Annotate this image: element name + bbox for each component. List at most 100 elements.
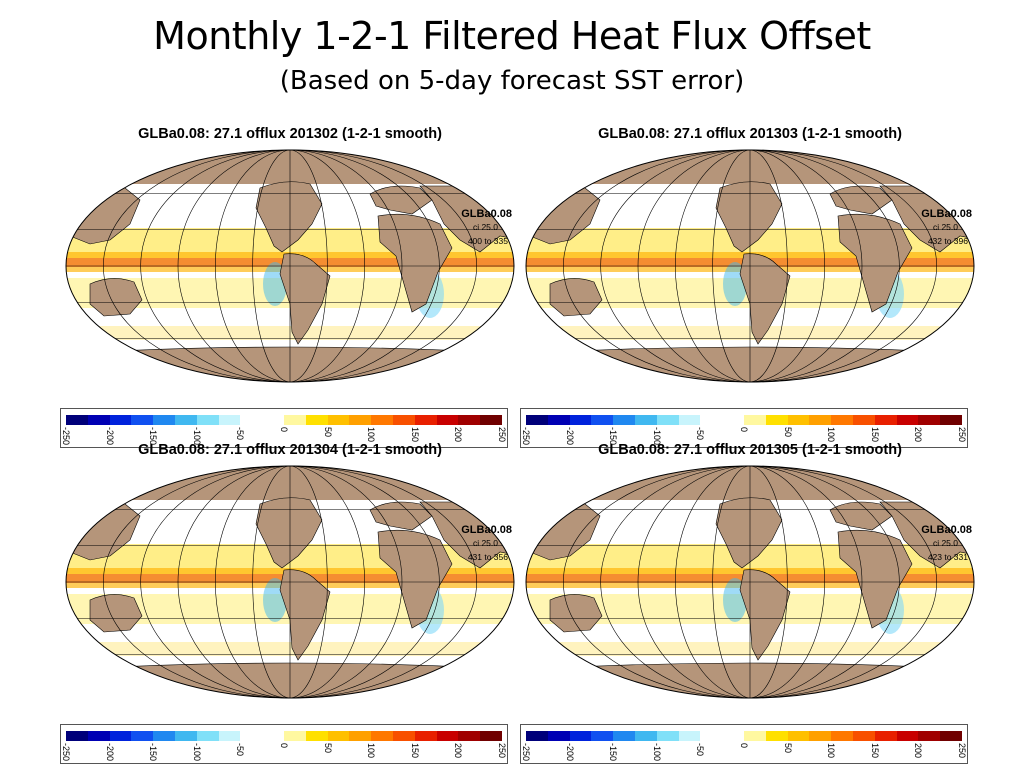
colorbar-swatch bbox=[765, 731, 788, 741]
colorbar-tick-label: 150 bbox=[409, 427, 420, 443]
colorbar-tick-label: 200 bbox=[913, 743, 924, 759]
colorbar-swatch bbox=[392, 731, 415, 741]
contour-interval-label: ci 25.0 bbox=[472, 222, 498, 232]
colorbar-swatch bbox=[569, 731, 592, 741]
colorbar-swatch bbox=[262, 731, 284, 741]
colorbar-swatch bbox=[196, 415, 219, 425]
colorbar-swatch bbox=[591, 731, 614, 741]
colorbar-swatch bbox=[458, 415, 481, 425]
colorbar-swatch bbox=[109, 415, 132, 425]
colorbar-swatch bbox=[743, 415, 766, 425]
contour-interval-label: ci 25.0 bbox=[472, 538, 498, 548]
panel-title: GLBa0.08: 27.1 offlux 201305 (1-2-1 smoo… bbox=[598, 442, 902, 458]
colorbar-swatch bbox=[283, 731, 306, 741]
africa bbox=[377, 529, 453, 629]
page-subtitle: (Based on 5-day forecast SST error) bbox=[279, 66, 745, 96]
north-america bbox=[255, 181, 323, 253]
colorbar-tick-label: 0 bbox=[739, 743, 749, 749]
colorbar-tick-label: 100 bbox=[366, 743, 377, 759]
colorbar-tick-label: 250 bbox=[957, 743, 967, 759]
world-map-svg bbox=[65, 465, 515, 699]
colorbar-swatch bbox=[743, 731, 766, 741]
colorbar-tick-label: 150 bbox=[869, 743, 880, 759]
colorbar-swatch bbox=[174, 731, 197, 741]
south-america bbox=[739, 253, 791, 345]
colorbar-swatch bbox=[305, 415, 328, 425]
colorbar-swatch bbox=[787, 415, 810, 425]
colorbar-tick-label: 0 bbox=[279, 427, 289, 433]
colorbar-swatch bbox=[787, 731, 810, 741]
colorbar-swatch bbox=[218, 731, 241, 741]
colorbar-tick-label: -100 bbox=[651, 743, 662, 762]
map-panel-201303: GLBa0.08: 27.1 offlux 201303 (1-2-1 smoo… bbox=[520, 126, 980, 448]
colorbar-swatch bbox=[765, 415, 788, 425]
colorbar: -250 -200 -150 -100 -50 0 50 100 150 200 250 bbox=[60, 724, 508, 764]
colorbar-tick-label: 100 bbox=[826, 427, 837, 443]
south-america bbox=[279, 569, 331, 661]
map-panel-201305: GLBa0.08: 27.1 offlux 201305 (1-2-1 smoo… bbox=[520, 442, 980, 764]
australia bbox=[549, 594, 603, 633]
colorbar-swatch bbox=[327, 415, 350, 425]
colorbar-swatch bbox=[634, 731, 657, 741]
page-title: Monthly 1-2-1 Filtered Heat Flux Offset bbox=[153, 14, 871, 58]
colorbar-swatch bbox=[722, 415, 744, 425]
australia bbox=[549, 278, 603, 317]
colorbar-swatch bbox=[480, 731, 502, 741]
colorbar-tick-label: 50 bbox=[782, 743, 793, 754]
colorbar-swatch bbox=[371, 731, 393, 741]
colorbar-swatch bbox=[918, 731, 941, 741]
colorbar-swatch bbox=[700, 731, 723, 741]
colorbar-swatch bbox=[414, 731, 437, 741]
colorbar-swatch bbox=[678, 731, 701, 741]
colorbar-swatch bbox=[874, 731, 897, 741]
colorbar-swatch bbox=[174, 415, 197, 425]
colorbar-swatch bbox=[371, 415, 393, 425]
range-label: 423 to 331 bbox=[927, 552, 968, 562]
colorbar-swatch bbox=[852, 415, 875, 425]
colorbar-tick-label: -50 bbox=[695, 743, 706, 757]
colorbar-swatch bbox=[283, 415, 306, 425]
colorbar-swatch bbox=[196, 731, 219, 741]
colorbar-swatch bbox=[131, 415, 154, 425]
north-america bbox=[715, 181, 783, 253]
colorbar-tick-label: 250 bbox=[957, 427, 967, 443]
colorbar-tick-label: -100 bbox=[191, 743, 202, 762]
colorbar: -250 -200 -150 -100 -50 0 50 100 150 200 250 bbox=[520, 408, 968, 448]
colorbar-tick-label: 250 bbox=[497, 743, 507, 759]
colorbar-tick-label: 100 bbox=[826, 743, 837, 759]
colorbar-tick-label: -200 bbox=[564, 743, 575, 762]
colorbar: -250 -200 -150 -100 -50 0 50 100 150 200 250 bbox=[60, 408, 508, 448]
colorbar-swatch bbox=[591, 415, 614, 425]
colorbar-swatch bbox=[392, 415, 415, 425]
africa bbox=[377, 213, 453, 313]
north-america bbox=[255, 497, 323, 569]
colorbar-swatch bbox=[327, 731, 350, 741]
africa bbox=[837, 213, 913, 313]
colorbar-tick-label: -250 bbox=[61, 743, 71, 762]
colorbar-tick-label: 50 bbox=[322, 743, 333, 754]
colorbar-swatch bbox=[109, 731, 132, 741]
colorbar-swatch bbox=[526, 415, 548, 425]
colorbar-tick-label: -50 bbox=[695, 427, 706, 441]
range-label: 400 to 335 bbox=[467, 236, 508, 246]
model-label: GLBa0.08 bbox=[921, 208, 972, 220]
colorbar-swatch bbox=[349, 731, 372, 741]
colorbar-swatch bbox=[874, 415, 897, 425]
colorbar-swatch bbox=[940, 415, 962, 425]
world-map: GLBa0.08 ci 25.0 432 to 396 bbox=[520, 144, 980, 384]
colorbar-swatch bbox=[656, 731, 679, 741]
colorbar-tick-label: 50 bbox=[782, 427, 793, 438]
colorbar-swatch bbox=[262, 415, 284, 425]
map-border bbox=[525, 465, 975, 699]
colorbar-tick-label: -150 bbox=[148, 743, 159, 762]
colorbar-swatch bbox=[153, 731, 175, 741]
colorbar-swatch bbox=[218, 415, 241, 425]
colorbar-ramp bbox=[66, 415, 502, 425]
world-map-svg bbox=[525, 465, 975, 699]
colorbar: -250 -200 -150 -100 -50 0 50 100 150 200 250 bbox=[520, 724, 968, 764]
range-label: 431 to 356 bbox=[467, 552, 508, 562]
colorbar-swatch bbox=[852, 731, 875, 741]
colorbar-swatch bbox=[458, 731, 481, 741]
map-panel-201304: GLBa0.08: 27.1 offlux 201304 (1-2-1 smoo… bbox=[60, 442, 520, 764]
contour-interval-label: ci 25.0 bbox=[932, 538, 958, 548]
